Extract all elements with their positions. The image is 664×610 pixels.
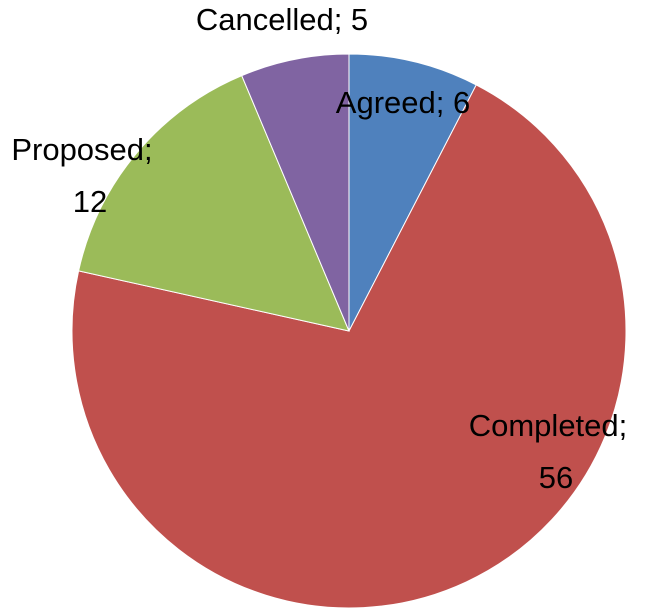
pie-slice (78, 74, 350, 332)
data-label: Completed; 56 (469, 408, 628, 495)
pie-slice (348, 53, 477, 332)
data-label: Proposed; 12 (11, 132, 152, 219)
pie-slice (71, 84, 627, 609)
data-label-line: 12 (73, 184, 107, 219)
data-label-line: Proposed; (11, 132, 152, 167)
data-label: Cancelled; 5 (196, 2, 368, 37)
pie-slice (241, 53, 350, 332)
data-label-line: 56 (539, 460, 573, 495)
data-label-line: Completed; (469, 408, 628, 443)
data-label: Agreed; 6 (336, 85, 470, 120)
